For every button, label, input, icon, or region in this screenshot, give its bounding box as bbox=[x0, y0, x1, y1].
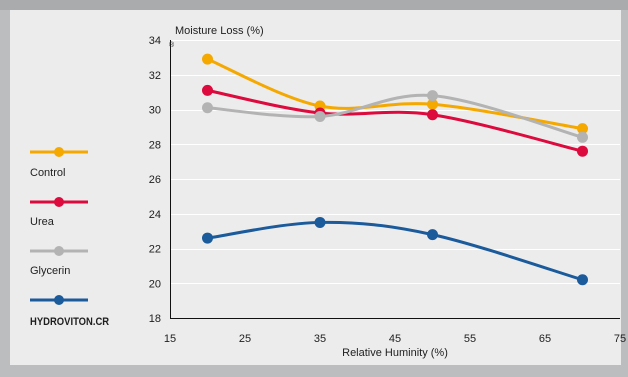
data-point-glycerin-20 bbox=[202, 102, 213, 114]
data-point-glycerin-70 bbox=[577, 131, 588, 143]
x-tick-label-25: 25 bbox=[239, 333, 251, 345]
y-tick-label-18: 18 bbox=[149, 313, 161, 325]
data-point-control-50 bbox=[427, 98, 438, 110]
data-point-urea-70 bbox=[577, 145, 588, 157]
x-axis-title: Relative Huminity (%) bbox=[342, 347, 448, 359]
y-tick-label-22: 22 bbox=[149, 244, 161, 256]
data-point-hydroviton-cr-50 bbox=[427, 229, 438, 241]
y-tick-label-32: 32 bbox=[149, 70, 161, 82]
legend-label-hydroviton: HYDROVITON.CR bbox=[30, 316, 110, 328]
series-glycerin bbox=[202, 90, 588, 143]
frame-top-band bbox=[0, 0, 628, 10]
series-layer bbox=[202, 53, 588, 286]
x-tick-label-45: 45 bbox=[389, 333, 401, 345]
x-tick-label-35: 35 bbox=[314, 333, 326, 345]
y-axis-title: Moisture Loss (%) bbox=[175, 25, 264, 37]
legend-item-control: Control bbox=[30, 147, 88, 179]
legend-dot-swatch bbox=[54, 295, 64, 305]
legend-item-hydroviton: HYDROVITON.CR bbox=[30, 295, 110, 328]
y-tick-label-28: 28 bbox=[149, 139, 161, 151]
legend-item-urea: Urea bbox=[30, 197, 88, 228]
data-point-glycerin-35 bbox=[314, 110, 326, 122]
legend-label-glycerin: Glycerin bbox=[30, 265, 70, 277]
legend-dot-swatch bbox=[54, 197, 64, 207]
data-point-hydroviton-cr-70 bbox=[577, 274, 588, 286]
chart-panel bbox=[10, 10, 621, 365]
data-point-glycerin-50 bbox=[427, 90, 438, 102]
legend-label-control: Control bbox=[30, 167, 65, 179]
legend-dot-swatch bbox=[54, 147, 64, 157]
data-point-urea-50 bbox=[427, 109, 438, 121]
data-point-hydroviton-cr-20 bbox=[202, 232, 213, 244]
legend-item-glycerin: Glycerin bbox=[30, 246, 88, 277]
data-point-control-70 bbox=[577, 123, 588, 135]
x-tick-label-15: 15 bbox=[164, 333, 176, 345]
data-point-hydroviton-cr-35 bbox=[314, 216, 326, 228]
legend: Control Urea Glycerin HYDROVITON.CR bbox=[30, 147, 110, 328]
series-line-hydroviton-cr bbox=[206, 220, 584, 282]
legend-dot-swatch bbox=[54, 246, 64, 256]
x-tick-label-75: 75 bbox=[614, 333, 626, 345]
series-line-glycerin bbox=[206, 93, 584, 139]
y-tick-label-30: 30 bbox=[149, 105, 161, 117]
y-tick-label-34: 34 bbox=[149, 35, 161, 47]
y-tick-label-24: 24 bbox=[149, 209, 161, 221]
x-tick-labels: 15 25 35 45 55 65 75 bbox=[164, 333, 626, 345]
x-tick-label-55: 55 bbox=[464, 333, 476, 345]
series-hydroviton-cr bbox=[202, 216, 588, 286]
data-point-urea-20 bbox=[202, 84, 213, 96]
y-tick-label-26: 26 bbox=[149, 174, 161, 186]
y-tick-label-20: 20 bbox=[149, 278, 161, 290]
x-tick-label-65: 65 bbox=[539, 333, 551, 345]
data-point-control-20 bbox=[202, 53, 213, 65]
legend-label-urea: Urea bbox=[30, 216, 55, 228]
registered-mark: ® bbox=[169, 41, 175, 49]
y-tick-labels: 34 32 30 28 26 24 22 20 18 bbox=[149, 35, 161, 325]
series-line-urea bbox=[206, 88, 584, 153]
